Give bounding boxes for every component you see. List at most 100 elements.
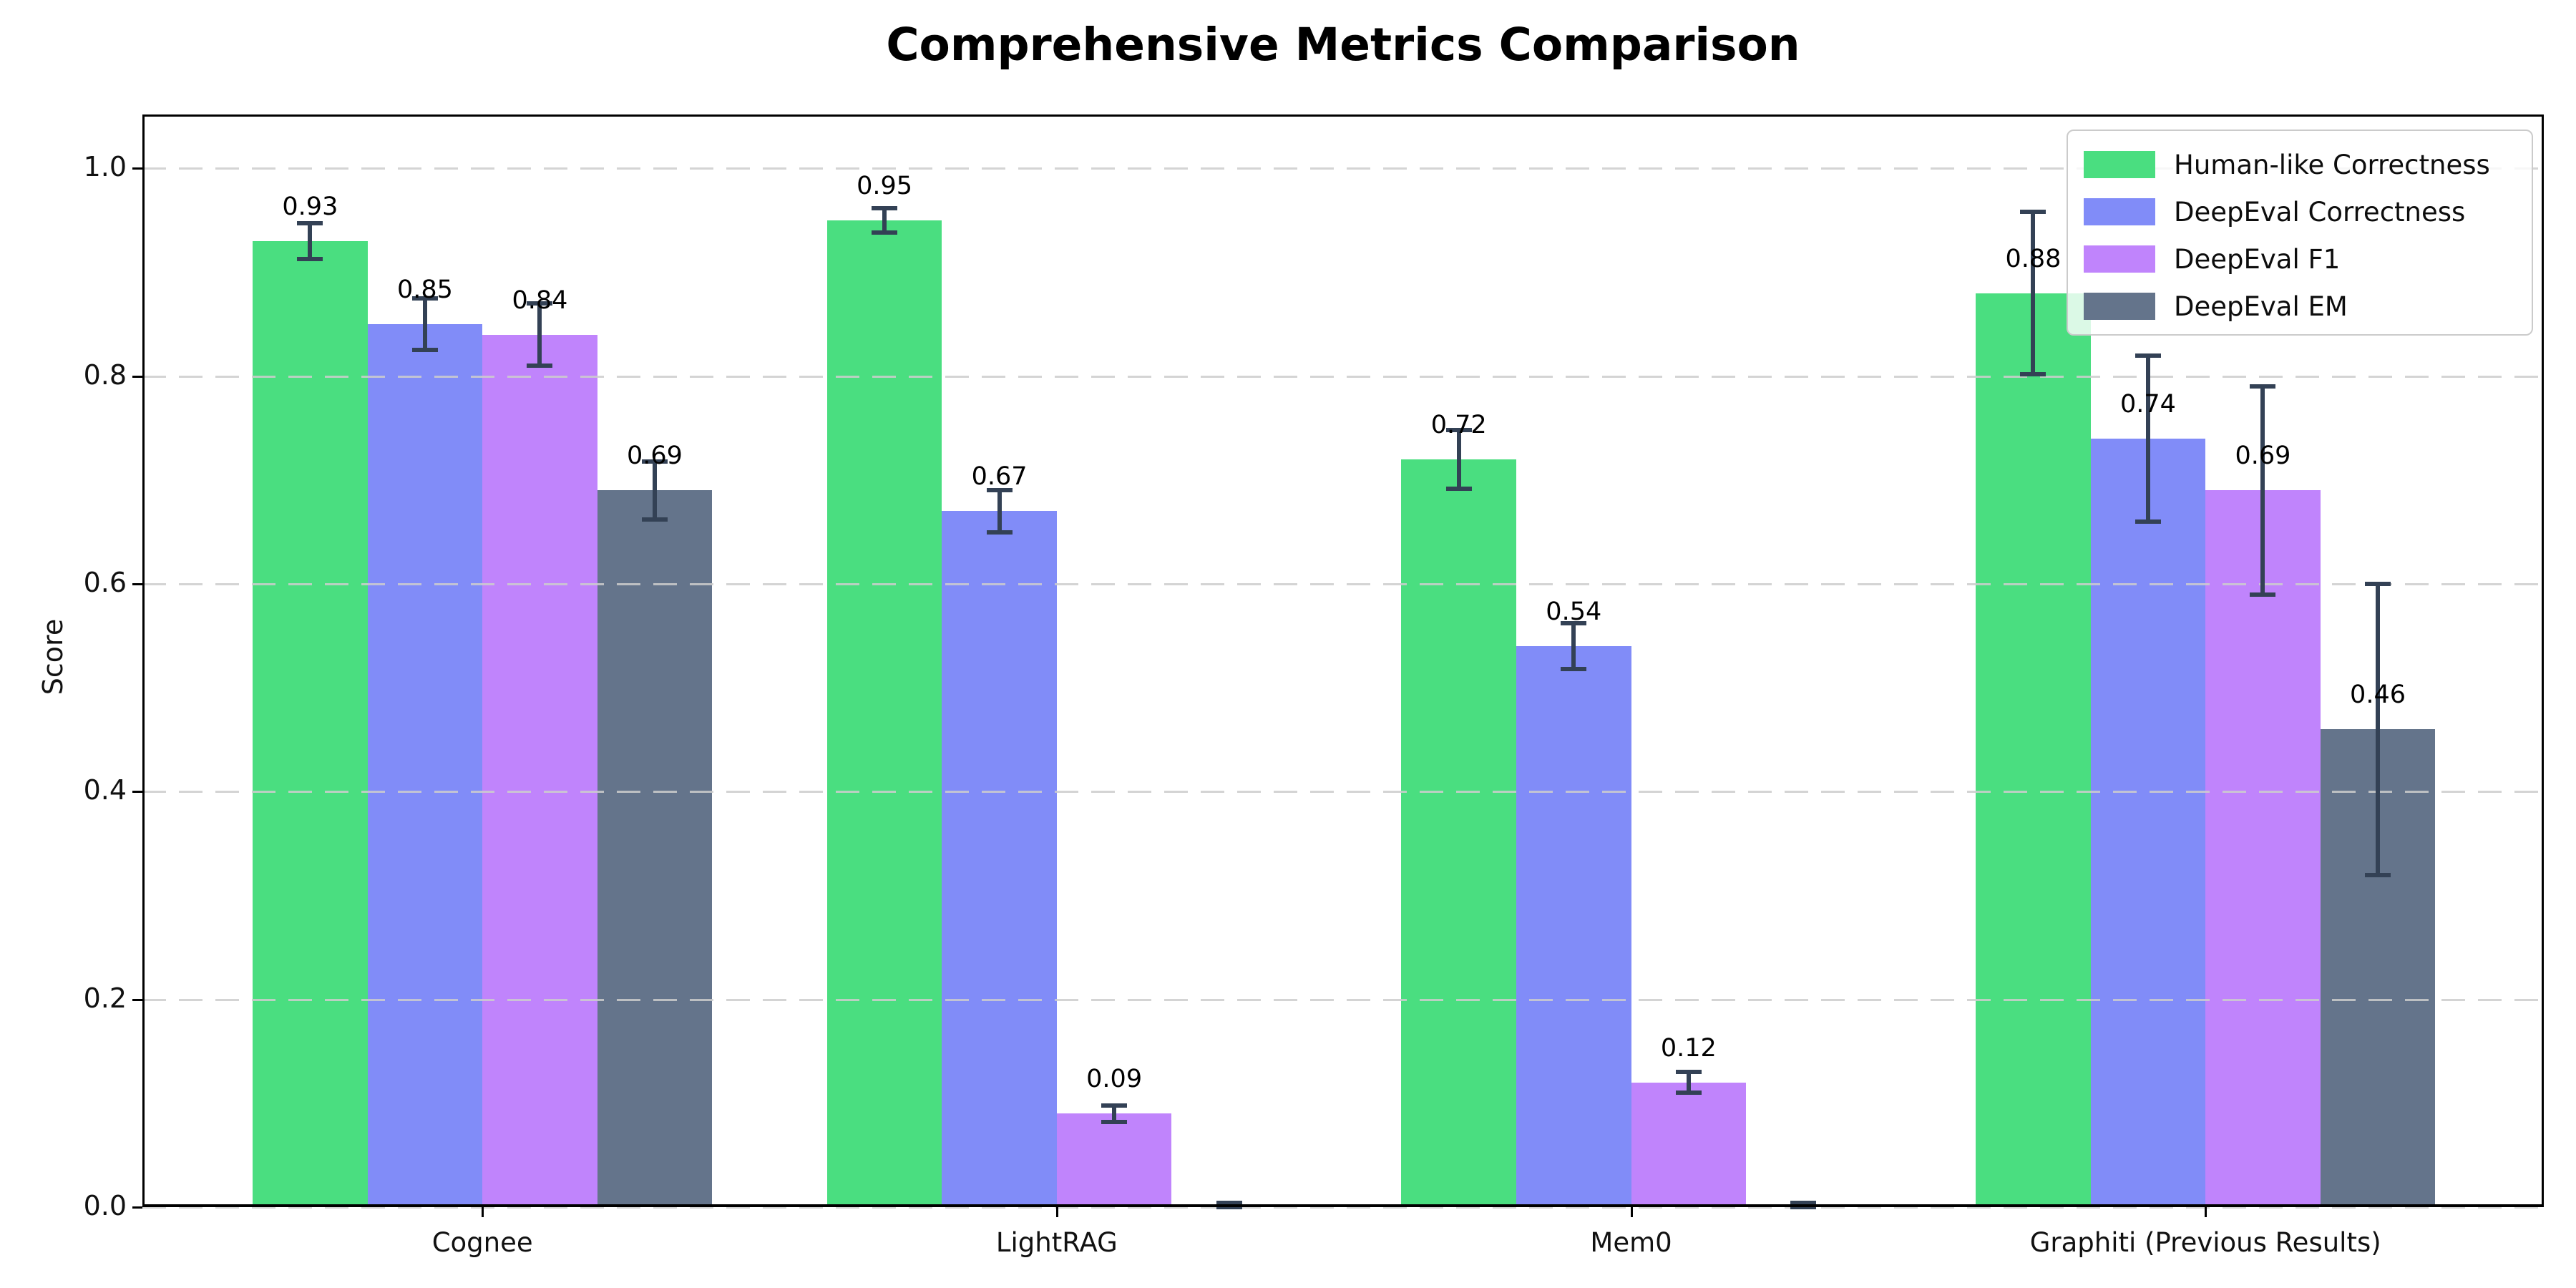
- y-tick-label: 1.0: [83, 151, 127, 183]
- error-bar-cap: [1561, 667, 1587, 672]
- error-bar-cap: [527, 364, 553, 369]
- y-tick-label: 0.6: [83, 567, 127, 599]
- error-bar-cap: [1101, 1119, 1128, 1124]
- x-tick-mark: [2205, 1207, 2207, 1217]
- error-bar-cap: [1790, 1201, 1817, 1206]
- legend-swatch: [2084, 198, 2155, 225]
- error-bar-cap: [411, 348, 438, 353]
- y-tick-label: 0.2: [83, 982, 127, 1014]
- legend-label: DeepEval EM: [2174, 291, 2348, 322]
- error-bar-cap: [872, 230, 898, 235]
- bar-value-label: 0.93: [282, 192, 338, 222]
- x-tick-mark: [1630, 1207, 1633, 1217]
- bar-value-label: 0.46: [2350, 680, 2406, 710]
- x-tick-label: LightRAG: [995, 1227, 1118, 1258]
- bar: [2090, 438, 2206, 1207]
- x-tick-label: Graphiti (Previous Results): [2029, 1227, 2381, 1258]
- bar-value-label: 0.74: [2119, 389, 2176, 419]
- gridline: [142, 583, 2544, 586]
- legend: Human-like Correctness DeepEval Correctne…: [2067, 130, 2533, 336]
- legend-swatch: [2084, 151, 2155, 178]
- bar-value-label: 0.54: [1546, 597, 1602, 627]
- error-bar-cap: [297, 256, 323, 261]
- error-bar: [2376, 584, 2381, 875]
- y-tick-mark: [132, 998, 142, 1001]
- error-bar-cap: [872, 205, 898, 210]
- bar-value-label: 0.84: [512, 286, 568, 315]
- bar: [367, 324, 483, 1207]
- error-bar-cap: [986, 488, 1013, 493]
- error-bar-cap: [2250, 384, 2276, 389]
- error-bar-cap: [641, 517, 668, 522]
- error-bar-cap: [986, 530, 1013, 535]
- error-bar-cap: [641, 459, 668, 464]
- bar-value-label: 0.95: [857, 172, 913, 201]
- error-bar-cap: [2020, 371, 2046, 376]
- error-bar: [997, 490, 1002, 532]
- legend-item: DeepEval Correctness: [2084, 188, 2532, 235]
- error-bar: [1456, 430, 1461, 489]
- y-tick-mark: [132, 375, 142, 378]
- error-bar: [308, 223, 313, 259]
- bar: [2205, 490, 2321, 1207]
- error-bar-cap: [1790, 1205, 1817, 1209]
- y-tick-mark: [132, 167, 142, 170]
- gridline: [142, 375, 2544, 378]
- error-bar-cap: [297, 221, 323, 226]
- error-bar-cap: [1101, 1103, 1128, 1108]
- error-bar-cap: [1216, 1201, 1242, 1206]
- legend-label: Human-like Correctness: [2174, 149, 2490, 180]
- y-axis-label: Score: [37, 618, 69, 696]
- legend-item: DeepEval EM: [2084, 283, 2532, 330]
- gridline: [142, 791, 2544, 794]
- error-bar-cap: [1216, 1205, 1242, 1209]
- error-bar-cap: [411, 296, 438, 301]
- error-bar: [1571, 623, 1576, 670]
- legend-swatch: [2084, 245, 2155, 273]
- chart-title: Comprehensive Metrics Comparison: [886, 19, 1800, 71]
- error-bar-cap: [1675, 1091, 1702, 1096]
- error-bar: [2145, 355, 2150, 522]
- error-bar-cap: [2020, 210, 2046, 215]
- bar: [1976, 293, 2091, 1207]
- bar: [597, 490, 713, 1207]
- bar: [942, 511, 1057, 1207]
- legend-swatch: [2084, 293, 2155, 320]
- y-tick-mark: [132, 583, 142, 586]
- error-bar-cap: [1675, 1070, 1702, 1075]
- x-tick-label: Mem0: [1590, 1227, 1672, 1258]
- y-tick-mark: [132, 791, 142, 794]
- y-tick-label: 0.8: [83, 358, 127, 391]
- gridline: [142, 167, 2544, 170]
- error-bar-cap: [1445, 428, 1472, 433]
- x-tick-mark: [482, 1207, 484, 1217]
- legend-item: DeepEval F1: [2084, 235, 2532, 283]
- bar-value-label: 0.72: [1430, 410, 1487, 439]
- bar-value-label: 0.09: [1086, 1065, 1143, 1094]
- bar: [1631, 1082, 1747, 1207]
- y-tick-mark: [132, 1206, 142, 1209]
- bar-value-label: 0.67: [971, 462, 1028, 492]
- bar: [1401, 459, 1516, 1207]
- error-bar-cap: [2250, 592, 2276, 597]
- bar: [1056, 1113, 1172, 1207]
- bar: [482, 334, 597, 1207]
- error-bar: [422, 298, 427, 351]
- error-bar: [652, 461, 657, 520]
- error-bar: [537, 303, 542, 366]
- error-bar: [1686, 1072, 1691, 1093]
- bar-value-label: 0.85: [396, 275, 453, 305]
- error-bar-cap: [2365, 872, 2391, 877]
- error-bar-cap: [527, 301, 553, 306]
- error-bar-cap: [1561, 621, 1587, 626]
- bar: [253, 241, 368, 1207]
- error-bar: [2031, 212, 2036, 374]
- error-bar-cap: [2365, 582, 2391, 587]
- error-bar-cap: [2135, 519, 2161, 524]
- bar: [826, 220, 942, 1207]
- error-bar: [2260, 386, 2265, 595]
- x-tick-mark: [1055, 1207, 1058, 1217]
- legend-label: DeepEval Correctness: [2174, 196, 2466, 228]
- bar-value-label: 0.69: [627, 441, 683, 471]
